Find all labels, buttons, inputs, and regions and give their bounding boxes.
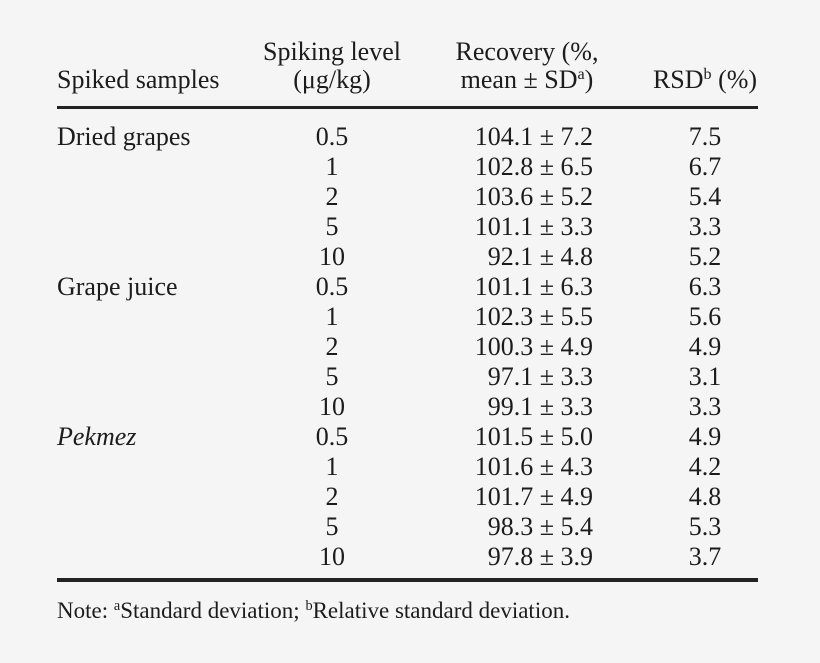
recovery-cell: 101.1 ± 3.3 (474, 212, 593, 241)
level-cell: 1 (325, 452, 339, 481)
note-prefix: Note: (57, 598, 114, 623)
recovery-cell: 99.1 ± 3.3 (487, 392, 593, 421)
recovery-cell: 101.5 ± 5.0 (474, 422, 593, 451)
rsd-cell: 6.7 (688, 152, 722, 181)
sample-cell: Dried grapes (57, 122, 191, 151)
recovery-cell: 101.7 ± 4.9 (474, 482, 593, 511)
header-rsd-unit: (%) (711, 65, 758, 94)
recovery-cell: 103.6 ± 5.2 (474, 182, 593, 211)
recovery-cell: 97.1 ± 3.3 (487, 362, 593, 391)
sample-cell: Pekmez (57, 422, 137, 451)
header-recovery-line2: mean ± SDa) (461, 66, 594, 94)
table-row: 1 102.8 ± 6.5 6.7 (57, 152, 758, 182)
rsd-cell: 6.3 (688, 272, 722, 301)
note-superscript-b: b (305, 598, 313, 615)
rsd-cell: 3.3 (688, 212, 722, 241)
note-text-b: Relative standard deviation. (312, 598, 570, 623)
table-row: 2 100.3 ± 4.9 4.9 (57, 332, 758, 362)
level-cell: 10 (319, 392, 345, 421)
header-recovery-line2-close: ) (584, 65, 594, 94)
recovery-cell: 100.3 ± 4.9 (474, 332, 593, 361)
level-cell: 2 (325, 332, 339, 361)
header-spiking-level: Spiking level (μg/kg) (262, 38, 402, 94)
recovery-cell: 101.6 ± 4.3 (474, 452, 593, 481)
header-rsd-superscript-b: b (703, 66, 712, 84)
header-spiking-level-line1: Spiking level (263, 37, 401, 66)
table-row: 1 101.6 ± 4.3 4.2 (57, 452, 758, 482)
header-rsd-main: RSD (652, 65, 704, 94)
table-note: Note: aStandard deviation; bRelative sta… (57, 597, 758, 625)
table-body: Dried grapes 0.5 104.1 ± 7.2 7.5 1 102.8… (57, 109, 758, 578)
table-row: 2 103.6 ± 5.2 5.4 (57, 182, 758, 212)
rsd-cell: 7.5 (688, 122, 722, 151)
header-rsd: RSDb (%) (652, 66, 758, 94)
recovery-cell: 92.1 ± 4.8 (487, 242, 593, 271)
recovery-cell: 101.1 ± 6.3 (474, 272, 593, 301)
rsd-cell: 4.9 (688, 332, 722, 361)
table-row: 5 101.1 ± 3.3 3.3 (57, 212, 758, 242)
sample-cell: Grape juice (57, 272, 178, 301)
recovery-cell: 97.8 ± 3.9 (487, 542, 593, 571)
table-row: 10 97.8 ± 3.9 3.7 (57, 542, 758, 572)
table-row: 5 97.1 ± 3.3 3.1 (57, 362, 758, 392)
header-spiked-samples: Spiked samples (57, 66, 262, 94)
level-cell: 2 (325, 182, 339, 211)
level-cell: 1 (325, 302, 339, 331)
note-text-a: Standard deviation; (120, 598, 306, 623)
header-divider-rule (57, 106, 758, 109)
level-cell: 10 (319, 242, 345, 271)
rsd-cell: 4.2 (688, 452, 722, 481)
level-cell: 0.5 (315, 272, 349, 301)
header-recovery-line1: Recovery (%, (455, 37, 599, 66)
level-cell: 0.5 (315, 422, 349, 451)
rsd-cell: 3.3 (688, 392, 722, 421)
recovery-cell: 104.1 ± 7.2 (474, 122, 593, 151)
header-spiked-samples-label: Spiked samples (57, 65, 220, 94)
level-cell: 5 (325, 512, 339, 541)
table-row: 2 101.7 ± 4.9 4.8 (57, 482, 758, 512)
table-row: 1 102.3 ± 5.5 5.6 (57, 302, 758, 332)
level-cell: 1 (325, 152, 339, 181)
recovery-cell: 102.3 ± 5.5 (474, 302, 593, 331)
level-cell: 5 (325, 212, 339, 241)
note-superscript-a: a (113, 598, 121, 615)
recovery-table: Spiked samples Spiking level (μg/kg) Rec… (57, 0, 758, 625)
rsd-cell: 5.4 (688, 182, 722, 211)
header-recovery-superscript-a: a (577, 66, 585, 84)
rsd-cell: 5.2 (688, 242, 722, 271)
level-cell: 10 (319, 542, 345, 571)
table-row: Pekmez 0.5 101.5 ± 5.0 4.9 (57, 422, 758, 452)
header-recovery-line2-main: mean ± SD (460, 65, 578, 94)
rsd-cell: 4.9 (688, 422, 722, 451)
rsd-cell: 5.3 (688, 512, 722, 541)
header-spiking-level-line2: (μg/kg) (293, 65, 371, 94)
table-header-row: Spiked samples Spiking level (μg/kg) Rec… (57, 0, 758, 106)
rsd-cell: 3.7 (688, 542, 722, 571)
level-cell: 5 (325, 362, 339, 391)
table-row: Grape juice 0.5 101.1 ± 6.3 6.3 (57, 272, 758, 302)
recovery-cell: 98.3 ± 5.4 (487, 512, 593, 541)
rsd-cell: 5.6 (688, 302, 722, 331)
recovery-cell: 102.8 ± 6.5 (474, 152, 593, 181)
table-row: Dried grapes 0.5 104.1 ± 7.2 7.5 (57, 122, 758, 152)
recovery-table-figure: Spiked samples Spiking level (μg/kg) Rec… (57, 0, 758, 625)
header-rsd-line: RSDb (%) (653, 66, 757, 94)
table-row: 5 98.3 ± 5.4 5.3 (57, 512, 758, 542)
rsd-cell: 3.1 (688, 362, 722, 391)
header-recovery: Recovery (%, mean ± SDa) (402, 38, 652, 94)
table-row: 10 99.1 ± 3.3 3.3 (57, 392, 758, 422)
footer-divider-rule (57, 578, 758, 582)
level-cell: 2 (325, 482, 339, 511)
rsd-cell: 4.8 (688, 482, 722, 511)
table-row: 10 92.1 ± 4.8 5.2 (57, 242, 758, 272)
level-cell: 0.5 (315, 122, 349, 151)
